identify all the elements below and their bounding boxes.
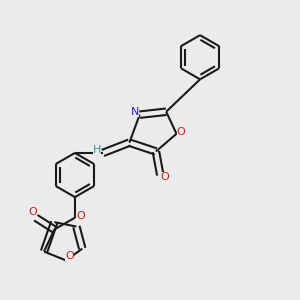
Text: O: O bbox=[28, 207, 37, 218]
Text: O: O bbox=[177, 127, 186, 137]
Text: N: N bbox=[131, 107, 139, 117]
Text: O: O bbox=[65, 251, 74, 261]
Text: H: H bbox=[93, 145, 101, 155]
Text: O: O bbox=[76, 211, 85, 221]
Text: O: O bbox=[160, 172, 169, 182]
